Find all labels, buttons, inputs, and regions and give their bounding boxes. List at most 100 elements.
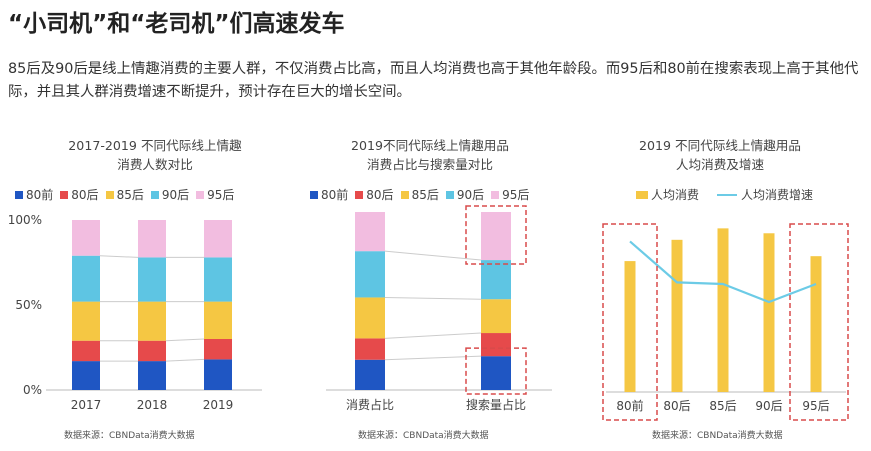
legend-item: 95后 <box>491 186 529 203</box>
chart3-title-line2: 人均消费及增速 <box>675 157 765 172</box>
legend-swatch <box>355 190 364 199</box>
legend-label: 80前 <box>26 188 54 202</box>
bar-segment <box>481 356 511 390</box>
legend-label: 85后 <box>116 188 144 202</box>
legend-label: 80后 <box>71 188 99 202</box>
x-tick-label: 2019 <box>203 398 234 412</box>
bar-segment <box>204 339 232 360</box>
chart3-title: 2019 不同代际线上情趣用品 人均消费及增速 <box>590 136 850 174</box>
chart2-plot: 消费占比 搜索量占比 <box>326 205 552 412</box>
x-tick-label: 95后 <box>802 399 829 413</box>
bar-segment <box>204 359 232 390</box>
y-tick-label: 50% <box>15 298 42 312</box>
bar-segment <box>481 333 511 357</box>
connector-line <box>165 358 205 362</box>
chart2-source: 数据来源：CBNData消费大数据 <box>358 431 489 441</box>
bar-segment <box>138 257 166 302</box>
legend-swatch <box>717 193 738 196</box>
bar <box>671 239 683 392</box>
legend-swatch <box>400 190 409 199</box>
chart2-title-line1: 2019不同代际线上情趣用品 <box>351 138 509 153</box>
legend-swatch <box>491 190 500 199</box>
bar <box>717 228 729 392</box>
highlight-box-95 <box>465 205 527 265</box>
y-tick-label: 0% <box>23 383 42 397</box>
chart1-title: 2017-2019 不同代际线上情趣 消费人数对比 <box>15 136 295 174</box>
legend-label: 95后 <box>207 188 235 202</box>
page-description: 85后及90后是线上情趣消费的主要人群，不仅消费占比高，而且人均消费也高于其他年… <box>8 61 859 100</box>
legend-swatch <box>636 190 648 199</box>
bar-segment <box>138 301 166 341</box>
connector-line <box>384 332 482 339</box>
bar <box>763 233 775 392</box>
x-tick-label: 搜索量占比 <box>466 397 526 412</box>
bar-segment <box>481 299 511 334</box>
highlight-box-80qian <box>602 223 658 421</box>
chart1-legend: 80前 80后 85后 90后 95后 <box>15 186 241 203</box>
legend-swatch <box>60 190 69 199</box>
bar-segment <box>355 212 385 252</box>
bar-segment <box>204 257 232 302</box>
legend-item: 95后 <box>196 186 234 203</box>
legend-item: 85后 <box>400 186 439 203</box>
bar-segment <box>355 251 385 298</box>
legend-item: 人均消费 <box>636 186 699 203</box>
x-tick-label: 消费占比 <box>346 397 394 412</box>
highlight-box-95hou <box>789 223 849 421</box>
x-tick-label: 80前 <box>616 398 643 413</box>
x-tick-label: 2018 <box>137 398 168 412</box>
bar-segment <box>481 212 511 261</box>
bar-segment <box>72 255 100 302</box>
legend-label: 95后 <box>502 188 530 202</box>
chart1-source: 数据来源：CBNData消费大数据 <box>64 431 195 441</box>
x-tick-label: 2017 <box>71 398 102 412</box>
chart3-legend: 人均消费 人均消费增速 <box>636 186 831 203</box>
chart1-title-line1: 2017-2019 不同代际线上情趣 <box>68 138 242 153</box>
legend-item: 80前 <box>15 186 53 203</box>
chart2-title-line2: 消费占比与搜索量对比 <box>367 157 493 172</box>
x-tick-label: 90后 <box>755 399 782 413</box>
bar-segment <box>72 301 100 341</box>
legend-item: 80后 <box>355 186 394 203</box>
chart3-source: 数据来源：CBNData消费大数据 <box>652 431 783 441</box>
bar <box>624 261 636 392</box>
legend-label: 人均消费增速 <box>741 188 814 202</box>
bar-segment <box>204 301 232 339</box>
y-tick-label: 100% <box>8 213 42 227</box>
legend-label: 85后 <box>411 188 439 202</box>
x-tick-label: 80后 <box>663 399 690 413</box>
legend-item: 85后 <box>105 186 144 203</box>
highlight-box-80 <box>465 347 527 395</box>
bar-segment <box>138 361 166 390</box>
legend-item: 人均消费增速 <box>717 186 813 203</box>
chart2-title: 2019不同代际线上情趣用品 消费占比与搜索量对比 <box>300 136 560 174</box>
legend-label: 80前 <box>321 188 349 202</box>
legend-item: 90后 <box>445 186 485 203</box>
legend-label: 90后 <box>161 188 190 202</box>
chart1-title-line2: 消费人数对比 <box>117 157 193 172</box>
chart3-plot: 80前 80后 85后 90后 95后 <box>602 223 849 421</box>
bar-segment <box>481 260 511 300</box>
chart2-legend: 80前 80后 85后 90后 95后 <box>310 186 536 203</box>
legend-swatch <box>196 190 205 199</box>
legend-swatch <box>105 190 114 199</box>
legend-label: 80后 <box>366 188 394 202</box>
legend-label: 90后 <box>456 188 485 202</box>
connector-line <box>384 355 482 361</box>
connector-line <box>384 250 482 261</box>
bar-segment <box>138 220 166 258</box>
connector-line <box>384 296 482 300</box>
bar-segment <box>204 220 232 258</box>
bar-segment <box>72 361 100 390</box>
legend-label: 人均消费 <box>651 188 700 202</box>
bar-segment <box>355 359 385 390</box>
bar-segment <box>72 220 100 256</box>
connector-line <box>99 255 139 258</box>
legend-swatch <box>445 190 454 199</box>
x-tick-label: 85后 <box>709 399 736 413</box>
legend-item: 90后 <box>150 186 190 203</box>
connector-line <box>165 338 205 342</box>
bar-segment <box>355 338 385 360</box>
bar-segment <box>72 340 100 362</box>
bar-segment <box>355 297 385 339</box>
